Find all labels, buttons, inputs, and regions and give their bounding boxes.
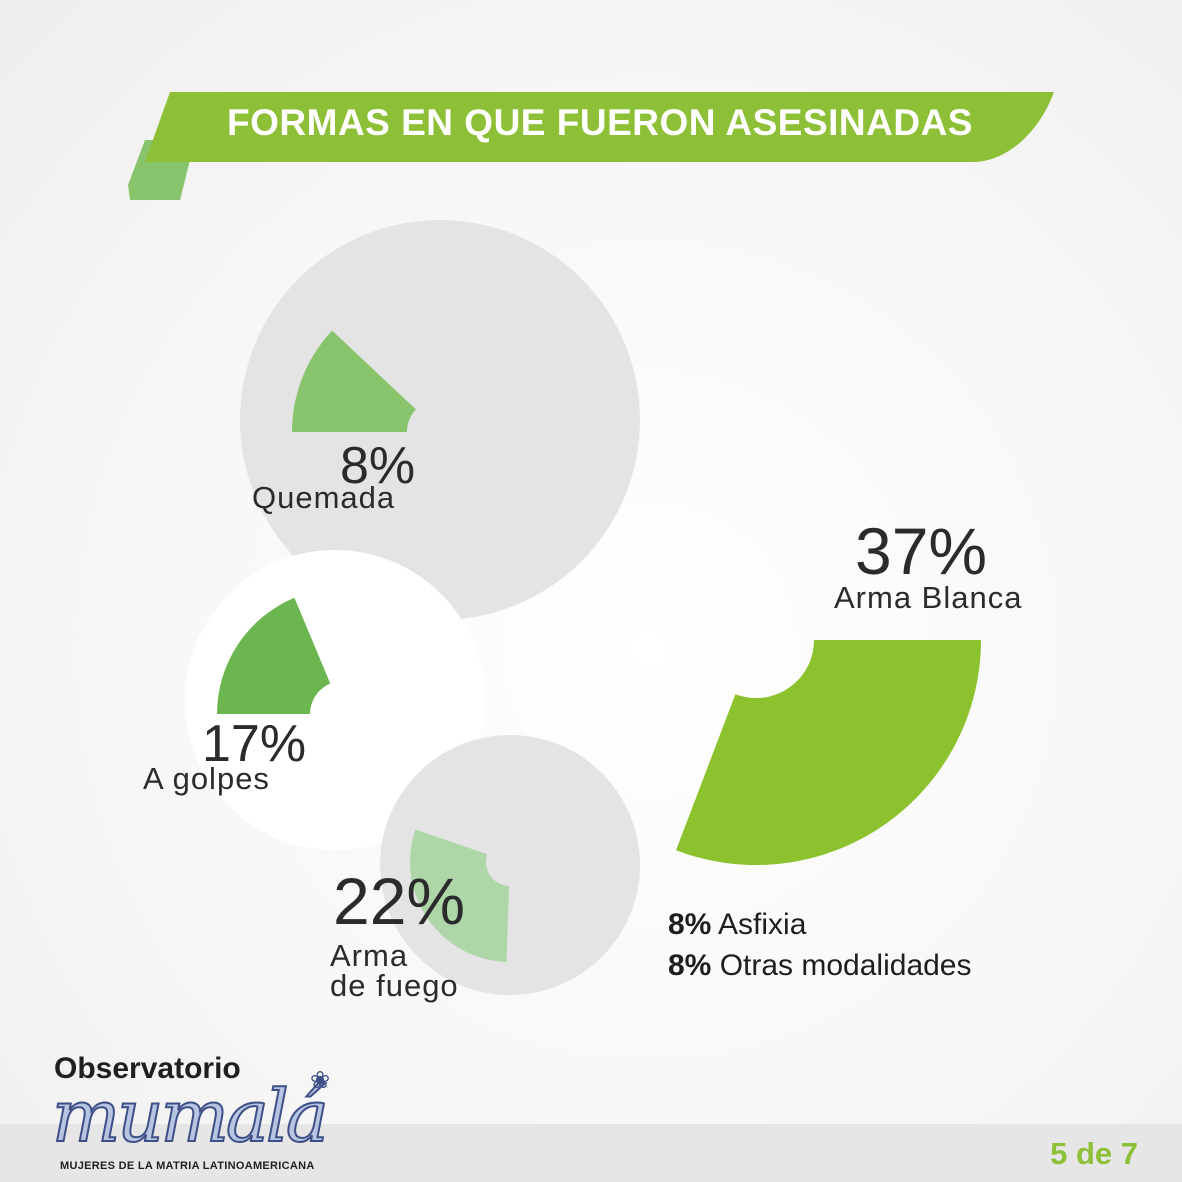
quemada-percent: 8% bbox=[340, 437, 416, 495]
asfixia-percent: 8% bbox=[668, 908, 712, 941]
title-banner bbox=[145, 92, 1054, 162]
golpes-label: A golpes bbox=[143, 761, 270, 796]
slice-arma-blanca bbox=[676, 640, 981, 865]
footer-bar bbox=[0, 1124, 1182, 1182]
fuego-label-line2: de fuego bbox=[330, 968, 459, 1003]
asfixia-label: Asfixia bbox=[718, 908, 807, 941]
golpes-percent: 17% bbox=[202, 715, 307, 773]
bg-circle-quemada bbox=[240, 220, 640, 620]
quemada-label: Quemada bbox=[252, 480, 396, 515]
butterfly-icon: ❀ bbox=[310, 1067, 331, 1094]
arma-blanca-percent: 37% bbox=[855, 514, 988, 588]
logo-mumala: mumalá bbox=[51, 1074, 330, 1158]
page-title: FORMAS EN QUE FUERON ASESINADAS bbox=[227, 102, 973, 143]
logo-observatorio: Observatorio bbox=[54, 1052, 241, 1085]
fuego-label-line1: Arma bbox=[330, 938, 409, 973]
otras-item: 8% Otras modalidades bbox=[668, 951, 972, 981]
page-number: 5 de 7 bbox=[1050, 1136, 1138, 1171]
slice-arma-de-fuego bbox=[410, 829, 510, 962]
fuego-percent: 22% bbox=[333, 864, 466, 938]
arma-blanca-label: Arma Blanca bbox=[834, 580, 1023, 615]
logo-subtitle: MUJERES DE LA MATRIA LATINOAMERICANA bbox=[60, 1160, 315, 1172]
slice-a-golpes bbox=[217, 597, 331, 714]
otras-percent: 8% bbox=[668, 949, 712, 982]
asfixia-item: 8% Asfixia bbox=[668, 910, 806, 940]
slice-quemada bbox=[292, 330, 416, 432]
otras-label: Otras modalidades bbox=[719, 949, 972, 982]
